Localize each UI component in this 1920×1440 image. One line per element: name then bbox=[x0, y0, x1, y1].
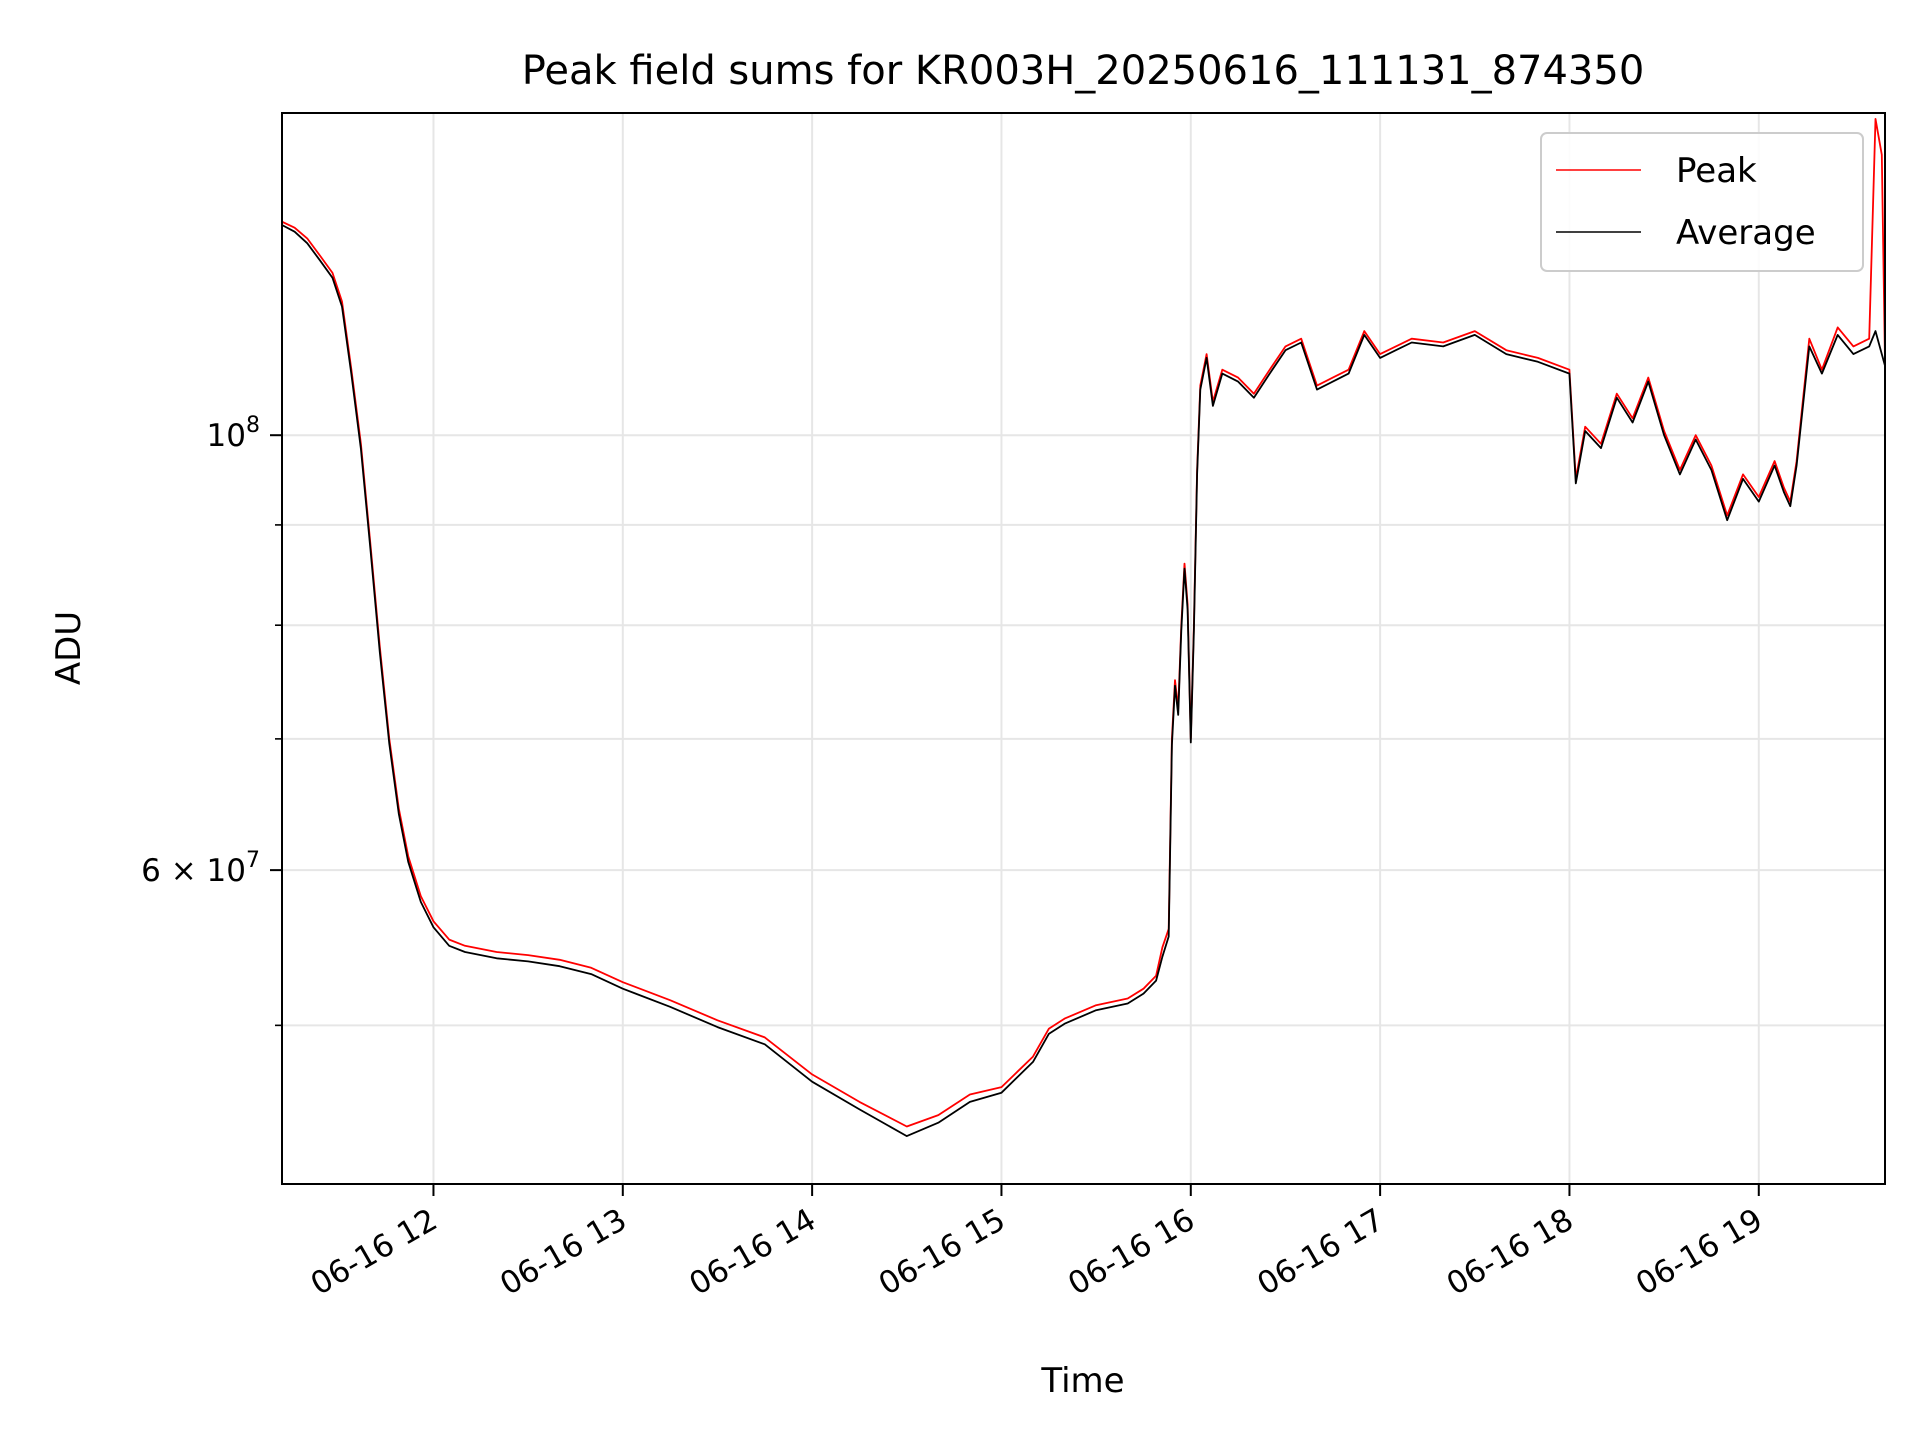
y-tick-label: 6 × 107 bbox=[141, 848, 260, 889]
grid-layer bbox=[282, 113, 1885, 1184]
chart-title: Peak field sums for KR003H_20250616_1111… bbox=[522, 48, 1645, 94]
y-tick-label-exponent: 8 bbox=[246, 413, 260, 438]
plot-frame bbox=[281, 112, 1886, 1185]
legend: Peak Average bbox=[1540, 132, 1864, 272]
x-axis-label: Time bbox=[1040, 1361, 1124, 1401]
y-tick-label-base: 10 bbox=[207, 418, 246, 454]
legend-label-peak: Peak bbox=[1676, 151, 1757, 191]
legend-label-average: Average bbox=[1676, 213, 1816, 253]
y-tick-label-base: 6 × 10 bbox=[141, 853, 246, 889]
y-tick-label-exponent: 7 bbox=[246, 848, 260, 873]
legend-frame bbox=[1540, 132, 1864, 272]
series-layer bbox=[282, 118, 1885, 1137]
series-line-average bbox=[282, 224, 1885, 1137]
y-axis-label: ADU bbox=[49, 611, 89, 685]
y-tick-label: 108 bbox=[207, 413, 260, 454]
